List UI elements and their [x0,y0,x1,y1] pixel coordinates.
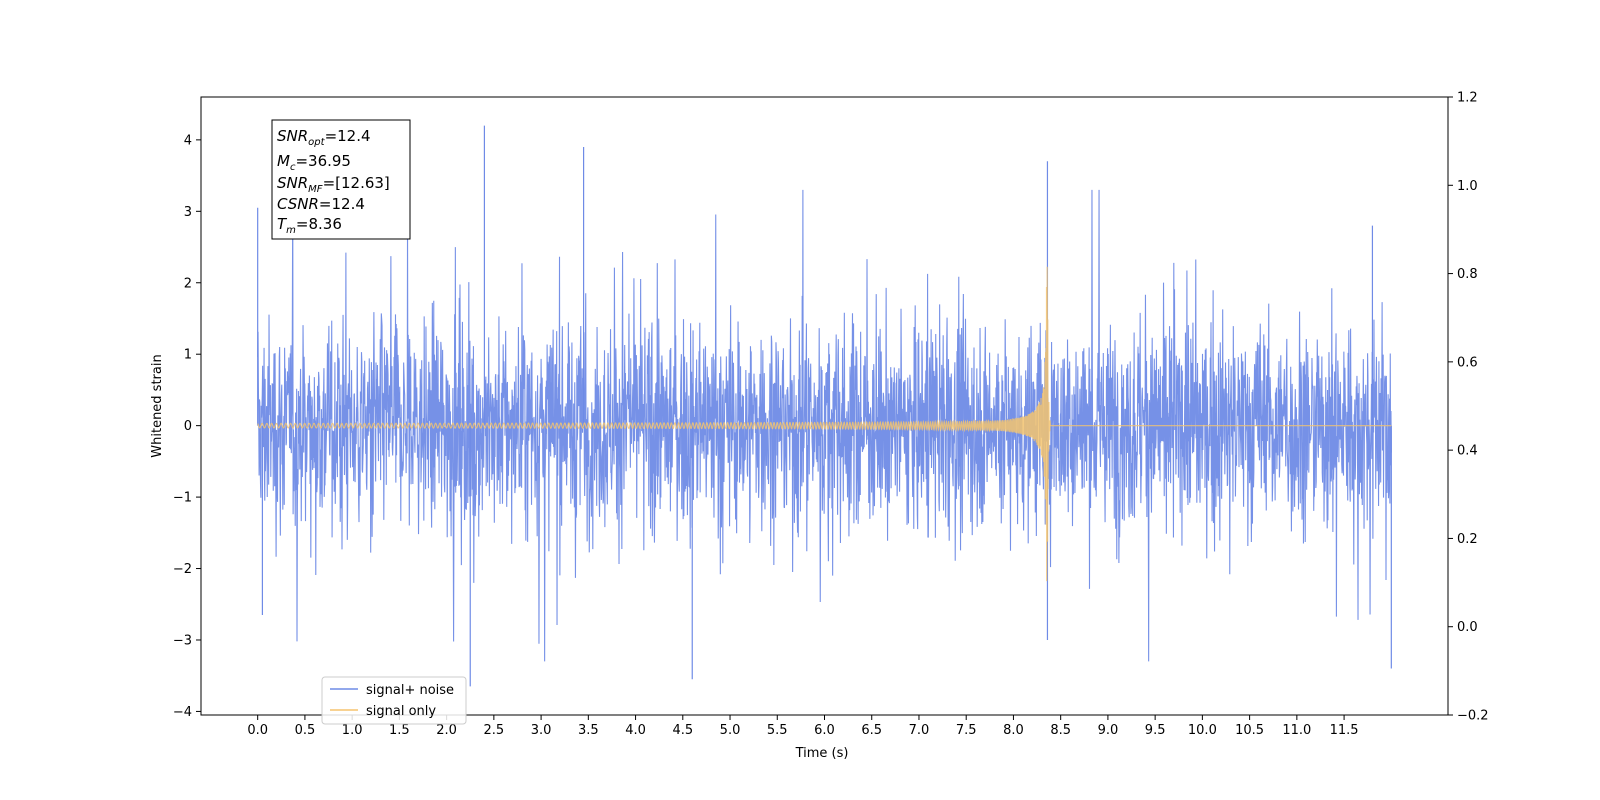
y-tick-label: 1 [184,348,192,363]
y2-tick-label: −0.2 [1457,709,1489,724]
x-tick-label: 5.0 [720,723,741,738]
plot-area [257,125,1392,687]
annotation-snr-opt: SNRopt=12.4 [277,127,371,148]
x-tick-label: 7.5 [956,723,977,738]
x-tick-label: 0.5 [295,723,316,738]
x-tick-label: 9.0 [1098,723,1119,738]
annotation-csnr: CSNR=12.4 [277,195,365,213]
x-axis: 0.0 0.5 1.0 1.5 2.0 2.5 3.0 3.5 4.0 4.5 5.0 5.5 6.0 6… [247,715,1359,738]
legend: signal+ noise signal only [321,676,467,725]
y-tick-label: −3 [173,633,192,648]
annotation-snr-mf: SNRMF=[12.63] [277,174,390,195]
legend-label-signal-only: signal only [366,704,436,719]
y-tick-label: 3 [184,205,192,220]
y-tick-label: 2 [184,276,192,291]
y-axis-right: 1.2 1.0 0.8 0.6 0.4 0.2 0.0 −0.2 [1448,91,1489,724]
x-tick-label: 3.0 [531,723,552,738]
x-tick-label: 1.5 [389,723,410,738]
x-tick-label: 11.0 [1282,723,1311,738]
x-axis-label: Time (s) [795,746,849,761]
y-tick-label: 0 [184,419,192,434]
signal-plus-noise-line [257,189,1392,662]
y-tick-label: −2 [173,562,192,577]
y2-tick-label: 0.4 [1457,444,1478,459]
parameter-annotation-box: SNRopt=12.4 Mc=36.95 SNRMF=[12.63] CSNR=… [271,119,411,240]
x-tick-label: 3.5 [578,723,599,738]
x-tick-label: 6.0 [814,723,835,738]
x-tick-label: 10.5 [1235,723,1264,738]
signal-only-line [257,266,1392,582]
y-axis-left: 4 3 2 1 0 −1 −2 −3 −4 [173,133,201,720]
legend-label-signal-plus-noise: signal+ noise [366,683,454,698]
x-tick-label: 2.5 [484,723,505,738]
x-tick-label: 4.5 [672,723,693,738]
x-tick-label: 1.0 [342,723,363,738]
annotation-frame [271,119,411,240]
y2-tick-label: 0.2 [1457,532,1478,547]
x-tick-label: 0.0 [247,723,268,738]
y-axis-label: Whitened strain [150,354,165,457]
y2-tick-label: 0.8 [1457,267,1478,282]
y2-tick-label: 0.0 [1457,620,1478,635]
x-tick-label: 6.5 [861,723,882,738]
x-tick-label: 10.0 [1188,723,1217,738]
x-tick-label: 7.0 [909,723,930,738]
annotation-chirp-mass: Mc=36.95 [277,152,351,173]
x-tick-label: 2.0 [436,723,457,738]
y-tick-label: 4 [184,133,192,148]
x-tick-label: 5.5 [767,723,788,738]
y2-tick-label: 0.6 [1457,355,1478,370]
x-tick-label: 8.5 [1050,723,1071,738]
x-tick-label: 9.5 [1145,723,1166,738]
signal-only-series [257,266,1392,582]
y-tick-label: −4 [173,705,192,720]
x-tick-label: 8.0 [1003,723,1024,738]
x-tick-label: 4.0 [625,723,646,738]
y-tick-label: −1 [173,491,192,506]
annotation-merger-time: Tm=8.36 [277,215,342,236]
y2-tick-label: 1.0 [1457,179,1478,194]
y2-tick-label: 1.2 [1457,91,1478,106]
x-tick-label: 11.5 [1330,723,1359,738]
